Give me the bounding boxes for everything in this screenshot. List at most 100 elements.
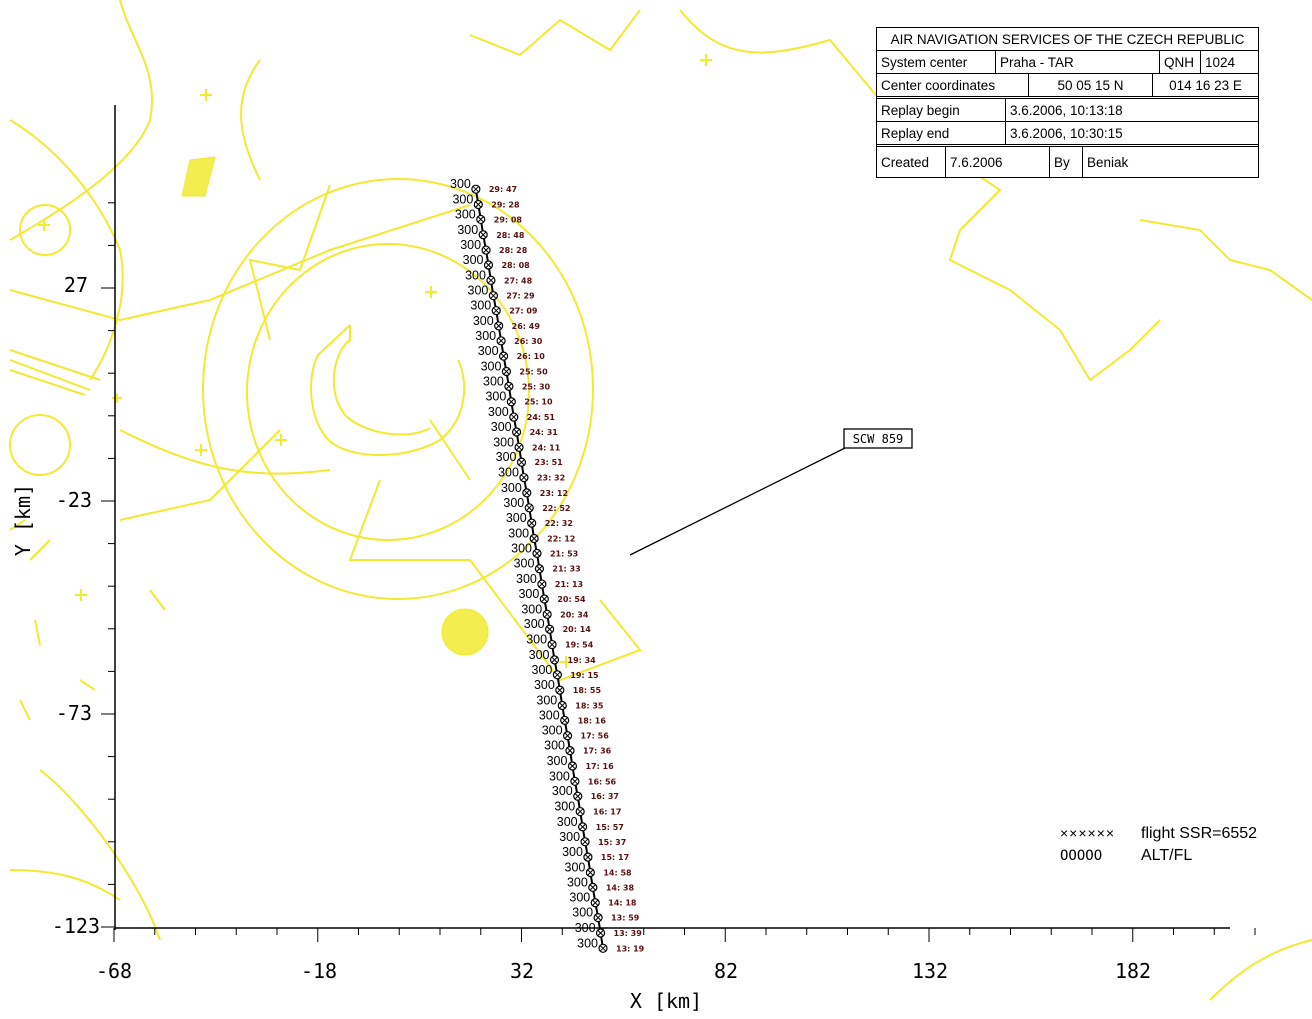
altitude-label: 300 [552,784,573,798]
time-label: 28: 28 [499,246,528,255]
track-cross-marker [523,489,531,497]
restricted-circle-hatched [441,608,489,656]
x-tick-label: 182 [1115,959,1151,983]
flight-track: 300 29: 47 300 29: 28 300 29: 08 300 28: 48 300 2… [450,177,645,953]
track-cross-marker [561,717,569,724]
time-label: 27: 09 [509,307,538,316]
time-label: 22: 12 [547,534,575,543]
altitude-label: 300 [465,268,486,282]
track-cross-marker [477,216,485,223]
time-label: 20: 54 [557,595,586,604]
axes [114,105,1230,930]
system-center-row: System center Praha - TAR QNH 1024 [877,50,1258,73]
x-tick-label: -68 [96,959,132,983]
time-label: 15: 37 [598,838,626,847]
altitude-label: 300 [488,405,509,419]
track-cross-marker [599,944,607,952]
time-label: 16: 37 [591,792,619,801]
west-circle [19,204,71,256]
sector-line-5 [348,479,642,682]
altitude-label: 300 [562,845,583,859]
time-label: 14: 18 [608,899,637,908]
outer-arc [9,119,124,381]
info-header-row: AIR NAVIGATION SERVICES OF THE CZECH REP… [877,28,1258,50]
y-tick-label: -73 [56,701,92,725]
created-value: 7.6.2006 [945,147,1049,177]
altitude-label: 300 [485,390,506,404]
system-center-value: Praha - TAR [995,51,1159,73]
altitude-label: 300 [506,511,527,525]
replay-end-row: Replay end 3.6.2006, 10:30:15 [877,121,1258,144]
legend-flight-marker: ×××××× [1060,825,1115,841]
time-label: 18: 16 [578,716,607,725]
border-se [1209,939,1312,1001]
border-southwest [9,869,121,901]
time-label: 26: 49 [512,322,541,331]
time-label: 29: 47 [489,185,517,194]
qnh-value: 1024 [1200,51,1258,73]
track-cross-marker [505,383,513,390]
altitude-label: 300 [516,572,537,586]
track-cross-marker [482,246,490,254]
time-label: 19: 54 [565,641,594,650]
track-cross-marker [584,853,592,861]
track-cross-marker [507,398,515,406]
ctr-circle [246,243,530,541]
altitude-label: 300 [503,496,524,510]
border-south [39,769,161,941]
altitude-label: 300 [557,815,578,829]
time-label: 24: 51 [527,413,556,422]
altitude-label: 300 [536,693,557,707]
sector-line-3 [119,429,331,475]
track-cross-marker [510,413,518,421]
y-tick-label: 27 [64,273,88,297]
x-tick-label: -18 [301,959,337,983]
track-cross-marker [558,702,566,709]
altitude-label: 300 [549,769,570,783]
x-tick-label: 82 [714,959,738,983]
center-coordinates-row: Center coordinates 50 05 15 N 014 16 23 … [877,73,1258,96]
altitude-label: 300 [450,177,471,191]
altitude-label: 300 [567,875,588,889]
track-cross-marker [518,458,525,466]
track-cross-marker [597,929,604,937]
airspace-map [9,0,1312,1001]
inner-ring [310,324,466,457]
altitude-label: 300 [565,860,586,874]
altitude-label: 300 [463,253,484,267]
altitude-label: 300 [572,906,593,920]
time-label: 24: 11 [532,443,561,452]
track-cross-marker [551,656,558,664]
altitude-label: 300 [478,344,499,358]
track-cross-marker [591,899,599,907]
time-label: 14: 38 [606,883,635,892]
altitude-label: 300 [542,724,563,738]
altitude-label: 300 [554,800,575,814]
altitude-label: 300 [483,374,504,388]
border-ne-2 [679,9,1161,382]
track-cross-marker [540,595,548,603]
altitude-label: 300 [521,602,542,616]
track-cross-marker [515,443,523,451]
y-axis-title: Y [km] [11,484,35,556]
time-label: 21: 53 [550,549,578,558]
time-label: 17: 16 [585,762,614,771]
track-cross-marker [566,747,574,754]
altitude-label: 300 [473,314,494,328]
altitude-label: 300 [470,299,491,313]
track-cross-marker [528,519,536,527]
altitude-label: 300 [508,526,529,540]
track-cross-marker [525,504,533,512]
track-cross-marker [587,869,594,876]
legend-flight-label: flight SSR=6552 [1141,825,1257,842]
replay-begin-value: 3.6.2006, 10:13:18 [1005,99,1258,121]
time-label: 28: 08 [501,261,530,270]
altitude-label: 300 [452,193,473,207]
inner-hook [332,325,431,436]
time-label: 23: 32 [537,474,565,483]
track-cross-marker [556,686,564,694]
altitude-label: 300 [539,708,560,722]
by-label: By [1049,147,1082,177]
tma-outer-circle [202,178,594,600]
altitude-label: 300 [575,921,596,935]
